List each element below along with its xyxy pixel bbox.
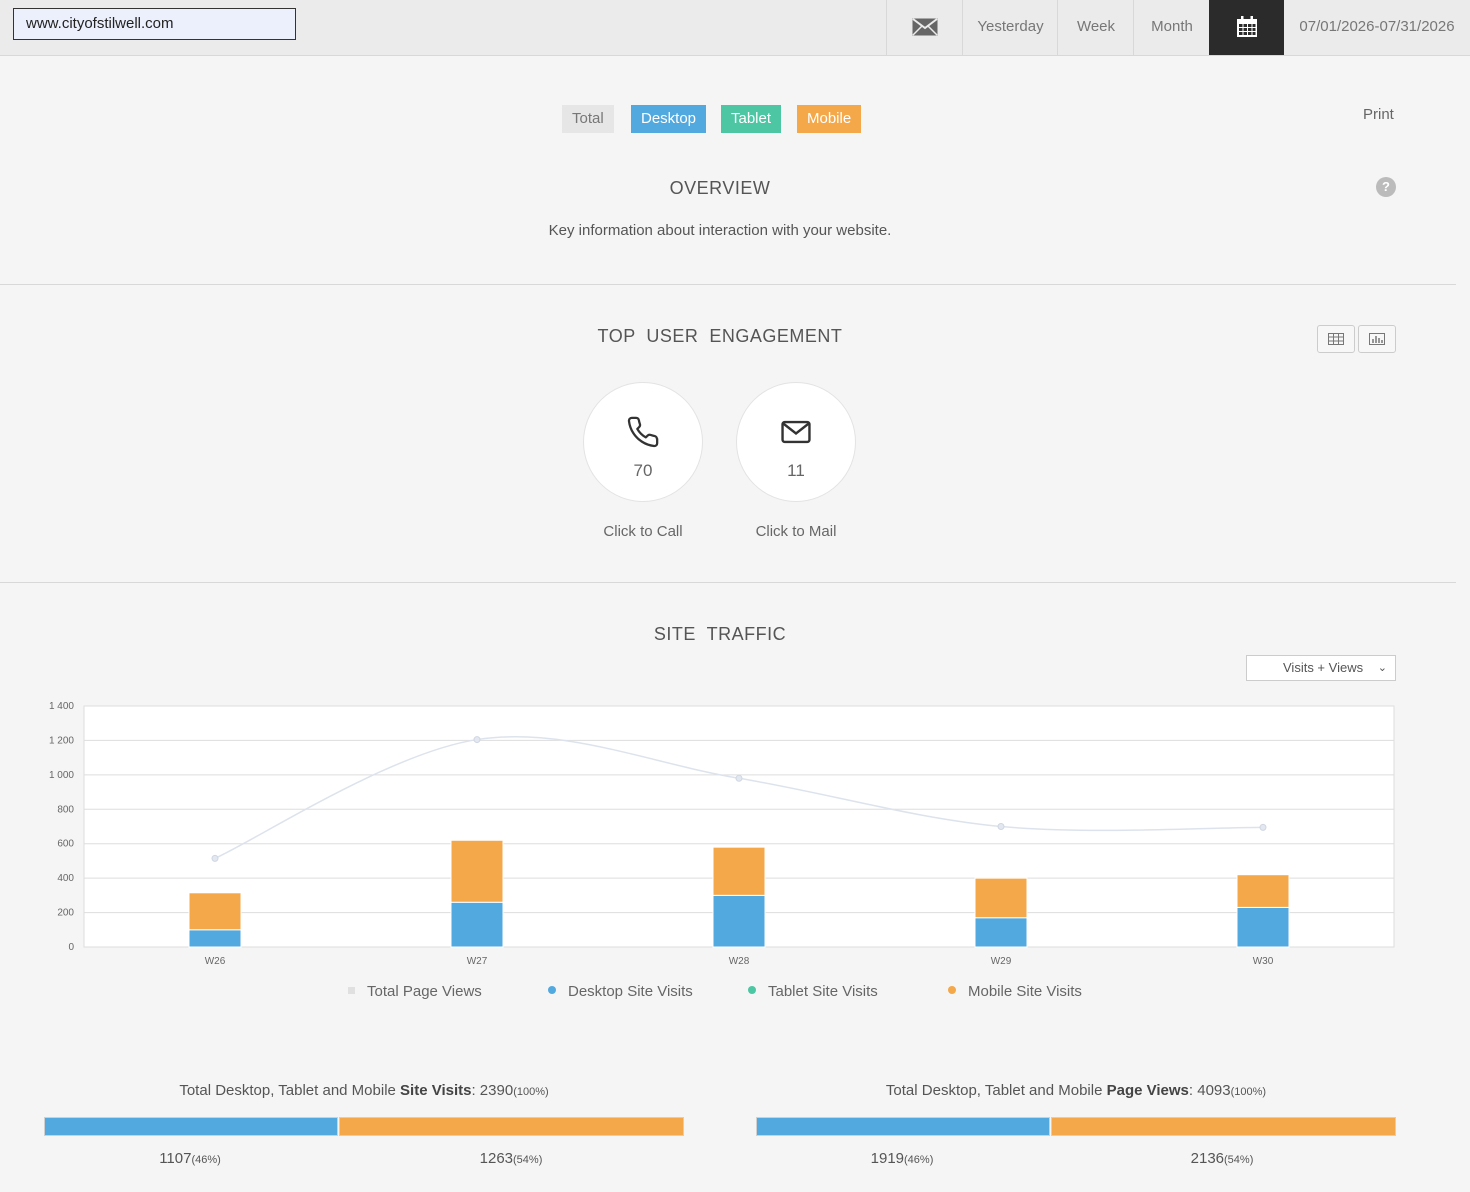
views-mobile-bar [1051,1117,1396,1136]
chevron-down-icon: ⌄ [1377,662,1387,674]
legend-square-icon [348,986,355,994]
email-report-button[interactable] [886,0,963,55]
phone-icon [627,416,659,448]
click-to-call-card[interactable]: 70 [583,382,703,502]
legend-dot-icon [548,986,556,995]
legend-dot-icon [948,986,956,995]
filter-tablet[interactable]: Tablet [721,105,782,133]
x-tick-label: W27 [467,956,488,967]
envelope-icon [912,18,938,36]
metric-select[interactable]: Visits + Views ⌄ [1246,655,1396,681]
metric-select-value: Visits + Views [1283,660,1364,675]
y-tick-label: 1 000 [49,770,74,781]
y-tick-label: 200 [57,908,74,919]
legend-label: Mobile Site Visits [968,983,1082,1000]
views-desktop-bar [756,1117,1050,1136]
y-tick-label: 600 [57,839,74,850]
views-desktop-value: 1919(46%) [870,1150,934,1167]
x-tick-label: W26 [205,956,226,967]
x-tick-label: W28 [729,956,750,967]
section-divider [0,284,1456,285]
visits-desktop-bar [44,1117,338,1136]
calendar-button[interactable] [1209,0,1284,55]
legend-dot-icon [748,986,756,995]
mail-count: 11 [787,461,805,480]
legend-tablet[interactable]: Tablet Site Visits [748,983,878,1000]
legend-label: Tablet Site Visits [768,983,878,1000]
views-mobile-value: 2136(54%) [1190,1150,1254,1167]
table-view-button[interactable] [1317,325,1355,353]
legend-label: Desktop Site Visits [568,983,693,1000]
overview-subtitle: Key information about interaction with y… [548,222,892,239]
click-to-mail-card[interactable]: 11 [736,382,856,502]
bar-mobile [974,877,1028,919]
y-tick-label: 800 [57,804,74,815]
click-to-mail-label: Click to Mail [755,523,837,540]
call-count: 70 [633,461,653,480]
traffic-title: SITE TRAFFIC [653,624,787,644]
filter-total[interactable]: Total [562,105,614,133]
filter-desktop[interactable]: Desktop [631,105,707,133]
x-tick-label: W29 [991,956,1012,967]
bar-desktop [974,917,1028,948]
site-visits-summary: Total Desktop, Tablet and Mobile Site Vi… [179,1082,549,1099]
month-button[interactable]: Month [1133,0,1210,55]
engagement-title: TOP USER ENGAGEMENT [597,326,843,346]
y-tick-label: 1 400 [49,701,74,712]
click-to-call-label: Click to Call [603,523,683,540]
visits-mobile-value: 1263(54%) [479,1150,543,1167]
chart-view-button[interactable] [1358,325,1396,353]
week-button[interactable]: Week [1057,0,1134,55]
bar-mobile [188,892,242,931]
y-tick-label: 0 [68,942,74,953]
y-tick-label: 1 200 [49,735,74,746]
bar-desktop [188,929,242,948]
top-bar: www.cityofstilwell.com Yesterday Week Mo… [0,0,1470,56]
table-icon [1328,332,1344,345]
legend-total-page-views[interactable]: Total Page Views [348,983,482,1000]
calendar-icon [1236,16,1257,38]
bar-mobile [1236,874,1290,908]
bar-desktop [1236,906,1290,948]
page-views-point [997,823,1005,830]
bar-desktop [712,894,766,948]
visits-desktop-value: 1107(46%) [159,1150,221,1167]
x-tick-label: W30 [1253,956,1274,967]
page-views-point [473,736,481,744]
legend-desktop[interactable]: Desktop Site Visits [548,983,693,1000]
visits-mobile-bar [339,1117,684,1136]
mail-icon [781,420,811,444]
y-tick-label: 400 [57,873,74,884]
page-views-summary: Total Desktop, Tablet and Mobile Page Vi… [885,1082,1267,1099]
section-divider [0,582,1456,583]
bar-mobile [450,839,504,903]
bar-desktop [450,901,504,948]
filter-mobile[interactable]: Mobile [797,105,862,133]
page-views-point [1259,823,1267,831]
page-views-point [735,774,743,782]
bar-chart-icon [1369,332,1385,345]
legend-label: Total Page Views [367,983,482,1000]
site-url-field[interactable]: www.cityofstilwell.com [13,8,296,40]
site-traffic-chart: 0 200 400 600 800 1 000 1 200 1 400 W26 W27 W28 W29… [49,701,1395,967]
page-views-point [211,854,219,862]
help-icon[interactable]: ? [1376,177,1396,197]
date-range-display[interactable]: 07/01/2026-07/31/2026 [1299,18,1455,35]
print-link[interactable]: Print [1363,106,1394,123]
overview-title: OVERVIEW [669,178,771,198]
yesterday-button[interactable]: Yesterday [962,0,1058,55]
legend-mobile[interactable]: Mobile Site Visits [948,983,1082,1000]
bar-mobile [712,846,766,896]
